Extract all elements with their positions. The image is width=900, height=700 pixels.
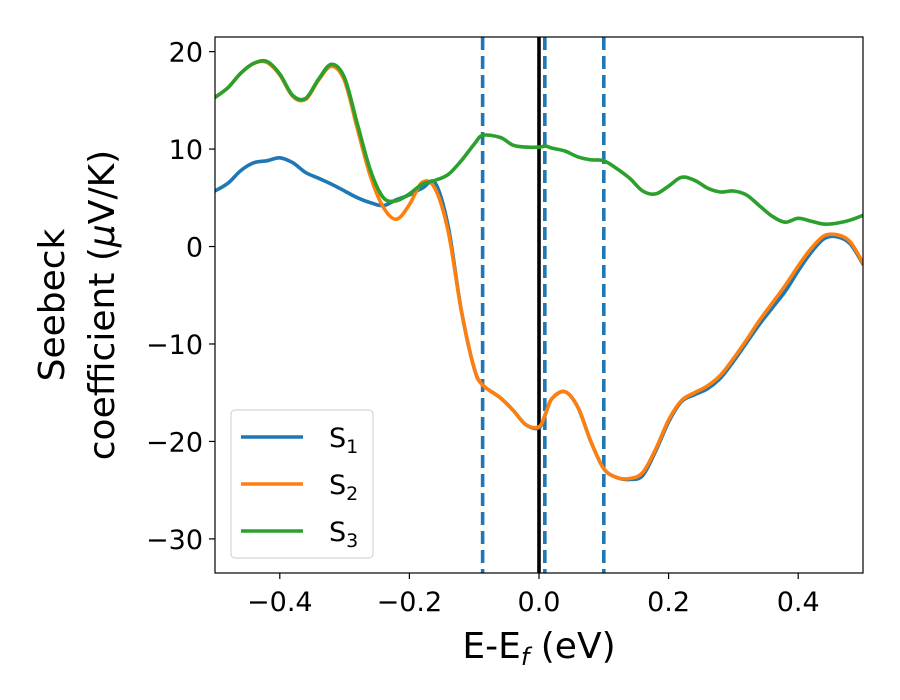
y-tick-label: −20: [146, 427, 203, 458]
legend-label-s2: S2: [329, 470, 358, 505]
y-axis-label-line2: coefficient (μV/K): [82, 150, 123, 460]
x-tick-label: 0.2: [647, 587, 690, 618]
y-tick-label: −10: [146, 330, 203, 361]
x-axis-label-unit: (eV): [529, 626, 615, 667]
x-axis: −0.4 −0.2 0.0 0.2 0.4: [247, 573, 820, 618]
x-axis-label: E-Ef (eV): [462, 626, 615, 671]
y-axis-label-text: coefficient (: [82, 247, 123, 460]
y-tick-label: 10: [169, 135, 203, 166]
reference-lines: [480, 37, 606, 573]
x-tick-label: 0.0: [518, 587, 561, 618]
x-axis-label-main: E-E: [462, 626, 520, 667]
legend: S1 S2 S3: [230, 409, 374, 559]
y-axis: −30 −20 −10 0 10 20: [146, 38, 215, 556]
series-lines: [215, 58, 863, 482]
x-tick-label: −0.2: [377, 587, 443, 618]
y-axis-label: Seebeck coefficient (μV/K): [32, 150, 123, 460]
y-axis-label-unit: V/K): [82, 150, 123, 224]
y-tick-label: 0: [186, 233, 203, 264]
y-tick-label: 20: [169, 38, 203, 69]
y-axis-label-mu: μ: [82, 224, 123, 248]
y-tick-label: −30: [146, 525, 203, 556]
legend-label-s3: S3: [329, 517, 358, 552]
x-tick-label: 0.4: [777, 587, 820, 618]
x-tick-label: −0.4: [247, 587, 313, 618]
series-line-s3: [215, 58, 863, 226]
legend-label-s1: S1: [329, 423, 358, 458]
y-axis-label-line1: Seebeck: [32, 228, 73, 381]
